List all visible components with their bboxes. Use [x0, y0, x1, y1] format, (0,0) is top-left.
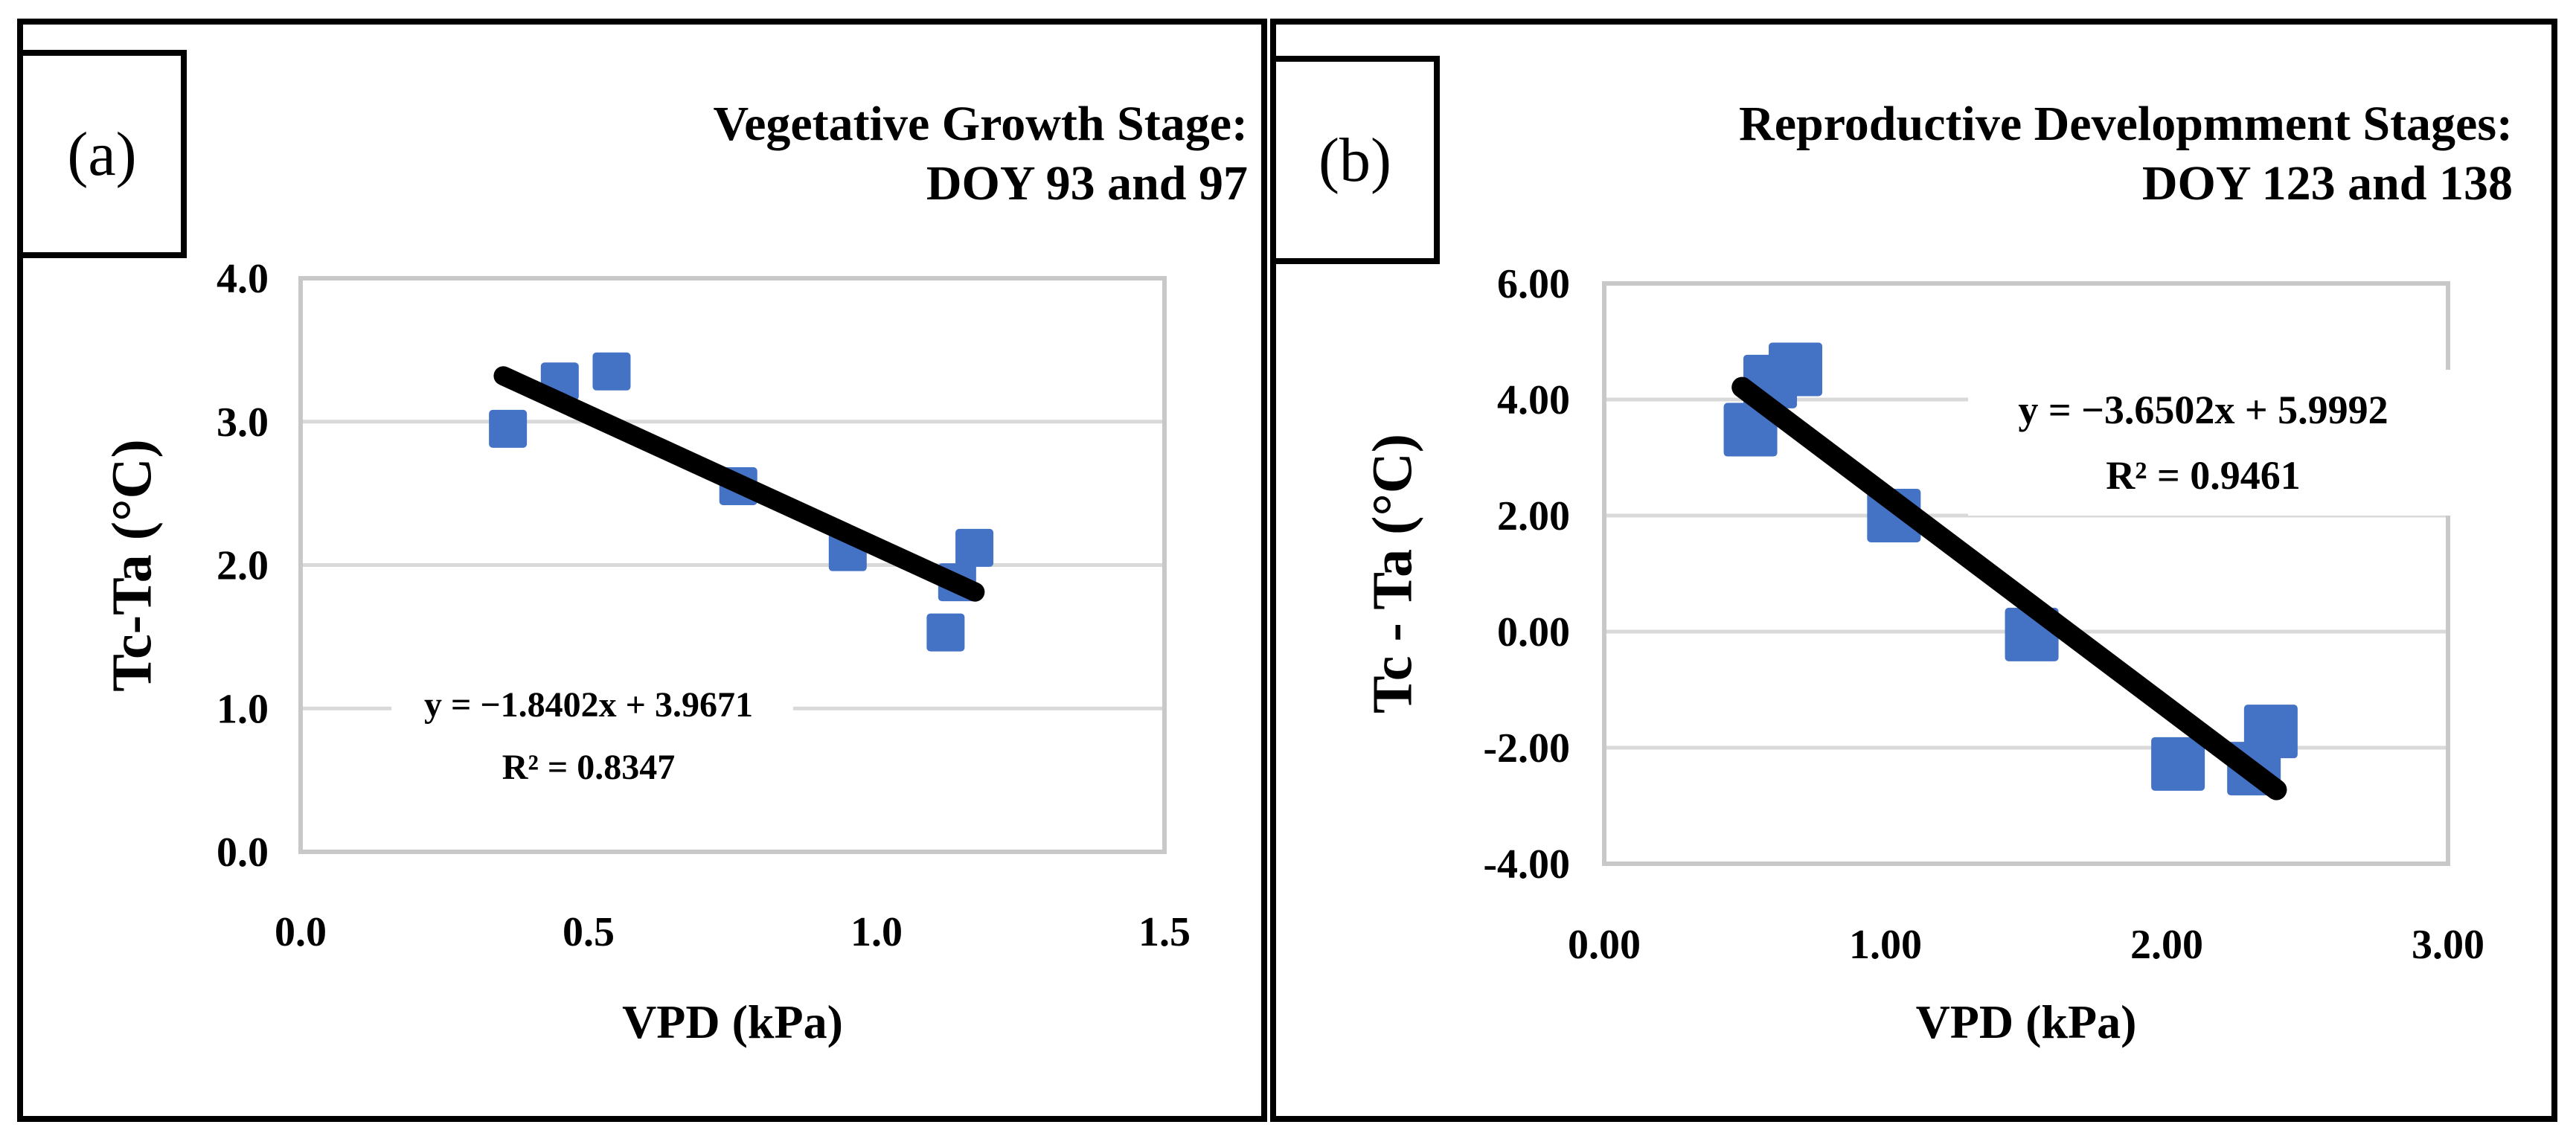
chart-title-line1: Reproductive Developmment Stages: — [1739, 97, 2513, 151]
x-axis-title-b: VPD (kPa) — [1915, 995, 2137, 1048]
y-tick-label: 1.0 — [217, 686, 269, 732]
data-point — [926, 613, 965, 652]
y-tick-label: 0.00 — [1497, 609, 1570, 655]
x-tick-label: 0.0 — [275, 909, 327, 955]
chart-title-a: Vegetative Growth Stage: DOY 93 and 97 — [713, 94, 1248, 214]
chart-title-line2: DOY 123 and 138 — [2141, 156, 2513, 211]
panel-label-box-b: (b) — [1270, 56, 1440, 264]
data-point — [592, 352, 631, 391]
y-tick-label: 6.00 — [1497, 261, 1570, 307]
trendline-equation: y = −1.8402x + 3.9671 — [424, 685, 753, 725]
chart-title-line2: DOY 93 and 97 — [926, 156, 1248, 211]
trendline — [1731, 376, 2287, 801]
y-tick-label: -2.00 — [1483, 725, 1570, 772]
data-point — [2151, 737, 2205, 791]
data-point — [955, 528, 994, 567]
scatter-plot-a: y = −1.8402x + 3.9671 R² = 0.8347 4.0 3.0 2.… — [217, 256, 1191, 955]
trendline — [493, 366, 985, 602]
y-tick-label: 0.0 — [217, 830, 269, 876]
x-tick-label: 1.00 — [1849, 922, 1922, 968]
equation-label-background — [391, 676, 793, 809]
plot-border — [298, 276, 1167, 854]
panel-b: y = −3.6502x + 5.9992 R² = 0.9461 6.00 4.00… — [1270, 19, 2557, 1122]
panel-label-a: (a) — [67, 119, 137, 189]
x-tick-label: 1.5 — [1138, 909, 1191, 955]
x-tick-label: 0.00 — [1568, 922, 1641, 968]
chart-title-line1: Vegetative Growth Stage: — [713, 97, 1248, 151]
equation-label-background — [1968, 370, 2452, 516]
y-axis-title-b: Tc - Ta (°C) — [1361, 434, 1424, 713]
x-tick-label: 2.00 — [2130, 922, 2203, 968]
chart-title-b: Reproductive Developmment Stages: DOY 12… — [1739, 94, 2513, 214]
trendline-r-squared: R² = 0.8347 — [502, 748, 675, 787]
data-point — [1769, 342, 1823, 397]
panel-label-box-a: (a) — [17, 50, 187, 258]
plot-border — [1602, 281, 2450, 866]
x-axis-title-a: VPD (kPa) — [622, 995, 843, 1048]
panel-label-b: (b) — [1319, 125, 1391, 195]
y-tick-label: -4.00 — [1483, 841, 1570, 888]
data-point — [489, 409, 528, 448]
y-tick-label: 4.00 — [1497, 377, 1570, 423]
y-tick-label: 3.0 — [217, 400, 269, 446]
y-axis-title-a: Tc-Ta (°C) — [100, 439, 164, 692]
panel-a: y = −1.8402x + 3.9671 R² = 0.8347 4.0 3.0 2.… — [17, 19, 1267, 1122]
trendline-r-squared: R² = 0.9461 — [2106, 453, 2300, 498]
trendline-equation: y = −3.6502x + 5.9992 — [2018, 388, 2388, 432]
y-tick-label: 4.0 — [217, 256, 269, 302]
y-tick-label: 2.0 — [217, 543, 269, 589]
x-tick-label: 1.0 — [850, 909, 903, 955]
x-tick-label: 3.00 — [2412, 922, 2484, 968]
y-tick-label: 2.00 — [1497, 493, 1570, 539]
x-tick-label: 0.5 — [563, 909, 615, 955]
scatter-plot-b: y = −3.6502x + 5.9992 R² = 0.9461 6.00 4.00… — [1483, 261, 2484, 968]
data-point — [2243, 705, 2298, 759]
